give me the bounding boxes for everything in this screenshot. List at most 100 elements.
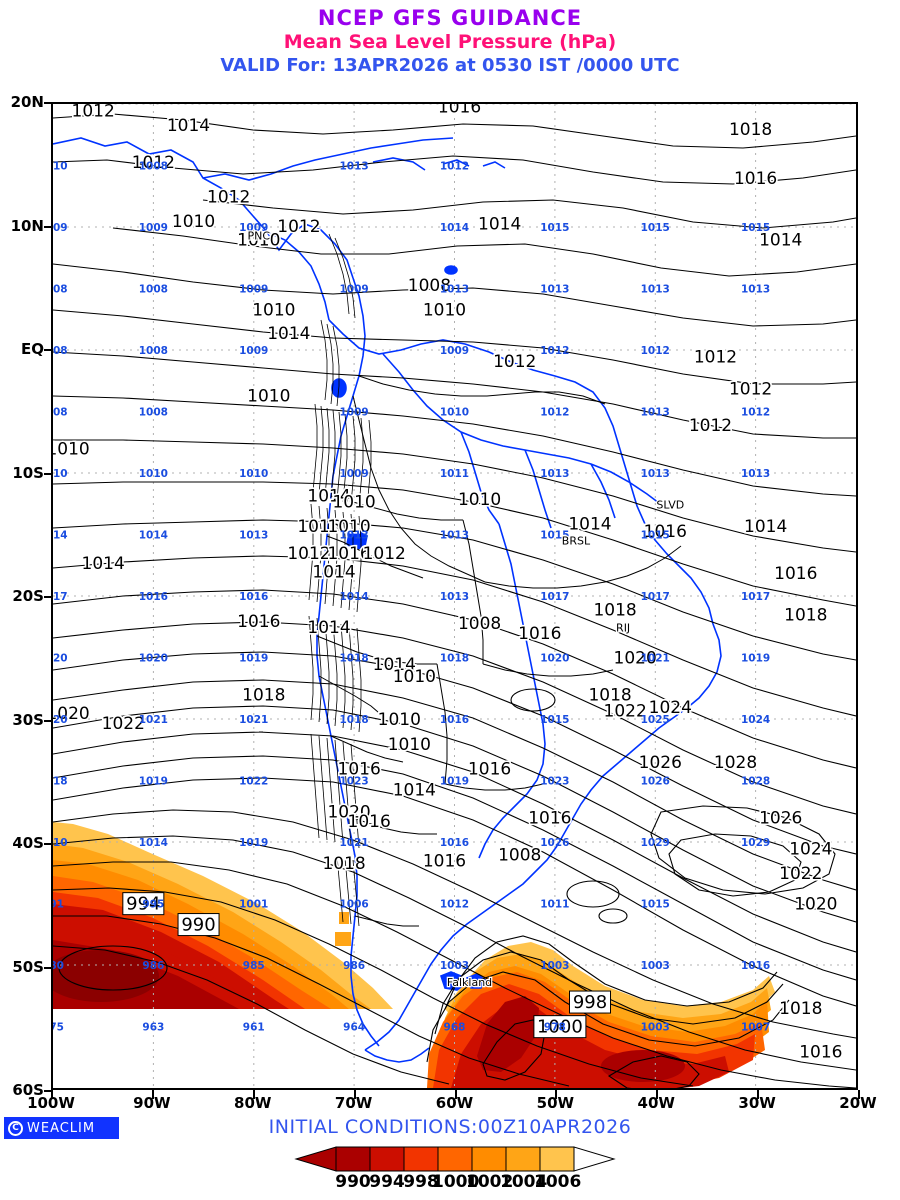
colorbar-tick-label: 1004 xyxy=(500,1172,548,1192)
grid-value: 1028 xyxy=(741,776,770,788)
grid-value: 986 xyxy=(142,960,164,972)
latitude-tick-label: 30S xyxy=(12,710,44,729)
contour-label: 1010 xyxy=(247,387,290,407)
latitude-tick-mark xyxy=(44,596,53,598)
contour-label: 1016 xyxy=(774,564,817,584)
contour-label: 1016 xyxy=(734,169,777,189)
grid-value: 1009 xyxy=(239,222,268,234)
grid-value: 1019 xyxy=(239,653,268,665)
grid-value: 1025 xyxy=(641,714,670,726)
colorbar-cell xyxy=(505,1146,541,1172)
grid-value: 1021 xyxy=(340,837,369,849)
contour-label: 1010 xyxy=(388,735,431,755)
grid-value: 1010 xyxy=(239,468,268,480)
boxed-label-bg xyxy=(569,990,612,1014)
contour-label: 1010 xyxy=(378,710,421,730)
national-borders xyxy=(316,375,682,927)
longitude-tick-label: 20W xyxy=(839,1094,877,1112)
city-label: Falkland xyxy=(447,976,492,989)
grid-value: 1015 xyxy=(641,222,670,234)
grid-value: 1009 xyxy=(239,345,268,357)
contour-label: 1010 xyxy=(252,301,295,321)
grid-value: 1008 xyxy=(139,161,168,173)
pressure-map[interactable]: 1012 1014 1016 1018 1016 1012 1012 1010 1014 1010… xyxy=(51,102,858,1090)
grid-value: 1018 xyxy=(340,653,369,665)
grid-value: 1011 xyxy=(440,468,469,480)
grid-value: 1014 xyxy=(139,837,168,849)
longitude-tick-mark xyxy=(858,1090,860,1099)
contour-label: 1008 xyxy=(408,276,451,296)
grid-value: 1012 xyxy=(641,345,670,357)
colorbar-cell xyxy=(369,1146,405,1172)
city-label: SLVD xyxy=(656,499,684,512)
city-label: BRSL xyxy=(562,534,591,547)
contour-label: 1010 xyxy=(237,230,280,250)
colorbar-cell xyxy=(471,1146,507,1172)
grid-value: 1012 xyxy=(540,345,569,357)
grid-point-values: 1010100810131012100910091009101410151015… xyxy=(53,161,770,1034)
latitude-tick-label: EQ xyxy=(21,340,44,358)
contour-label: 1018 xyxy=(729,120,772,140)
grid-value: 1006 xyxy=(340,899,369,911)
contour-label: 1020 xyxy=(53,704,90,724)
contour-label: 1018 xyxy=(322,854,365,874)
grid-value: 1016 xyxy=(440,837,469,849)
grid-value: 1017 xyxy=(540,591,569,603)
map-canvas: 1012 1014 1016 1018 1016 1012 1012 1010 1014 1010… xyxy=(53,104,856,1088)
grid-value: 1015 xyxy=(641,899,670,911)
grid-value: 1010 xyxy=(139,468,168,480)
grid-value: 1011 xyxy=(540,899,569,911)
grid-value: 1010 xyxy=(53,468,68,480)
grid-value: 1016 xyxy=(239,591,268,603)
colorbar-cell xyxy=(403,1146,439,1172)
grid-value: 1019 xyxy=(741,653,770,665)
contour-labels: 1012 1014 1016 1018 1016 1012 1012 1010 1014 1010… xyxy=(53,104,844,1064)
grid-value: 1029 xyxy=(741,837,770,849)
grid-value: 1008 xyxy=(139,345,168,357)
boxed-contour-label: 1000 xyxy=(537,1017,583,1038)
pressure-colorbar[interactable]: 990 994 998 1000 1002 1004 1006 xyxy=(290,1146,620,1200)
grid-value: 1018 xyxy=(53,776,68,788)
grid-value: 1013 xyxy=(340,530,369,542)
contour-label: 1028 xyxy=(714,753,757,773)
latitude-tick-mark xyxy=(44,1090,53,1092)
grid-value: 961 xyxy=(243,1022,265,1034)
grid-value: 1015 xyxy=(641,530,670,542)
initial-conditions-label: INITIAL CONDITIONS:00Z10APR2026 xyxy=(268,1116,632,1138)
contour-label: 1014 xyxy=(82,554,125,574)
grid-value: 1020 xyxy=(53,653,68,665)
latitude-tick-label: 10N xyxy=(10,216,44,235)
contour-label: 1014 xyxy=(478,214,521,234)
contour-label: 1018 xyxy=(784,606,827,626)
grid-value: 1008 xyxy=(139,407,168,419)
longitude-tick-mark xyxy=(353,1090,356,1099)
contour-label: 1022 xyxy=(779,864,822,884)
contour-label: 1012 xyxy=(694,347,737,367)
contour-label: 1016 xyxy=(528,809,571,829)
weaclim-logo[interactable]: C WEACLIM xyxy=(4,1117,119,1139)
contour-label: 1012 xyxy=(689,416,732,436)
grid-value: 1018 xyxy=(440,653,469,665)
contour-label: 1016 xyxy=(338,759,381,779)
grid-value: 1014 xyxy=(53,530,68,542)
contour-label: 1012 xyxy=(493,352,536,372)
contour-label: 1022 xyxy=(604,702,647,722)
boxed-contour-label: 998 xyxy=(573,992,607,1013)
longitude-tick-label: 80W xyxy=(234,1094,272,1112)
grid-value: 1008 xyxy=(53,407,68,419)
contour-label: 1012 xyxy=(207,187,250,207)
contour-label: 1014 xyxy=(267,324,310,344)
contour-label: 1016 xyxy=(348,812,391,832)
longitude-tick-mark xyxy=(555,1090,558,1099)
grid-value: 1012 xyxy=(540,407,569,419)
contour-label: 1026 xyxy=(639,753,682,773)
colorbar-low-arrow xyxy=(294,1146,337,1172)
contour-label: 1016 xyxy=(468,759,511,779)
contour-label: 1012 xyxy=(287,544,330,564)
longitude-tick-mark xyxy=(252,1090,255,1099)
city-labels: BRSL SLVD RIJ PNC Falkland xyxy=(246,228,685,990)
grid-value: 1012 xyxy=(741,407,770,419)
latitude-tick-label: 40S xyxy=(12,834,44,852)
contour-label: 1014 xyxy=(373,655,416,675)
grid-value: 1017 xyxy=(741,591,770,603)
